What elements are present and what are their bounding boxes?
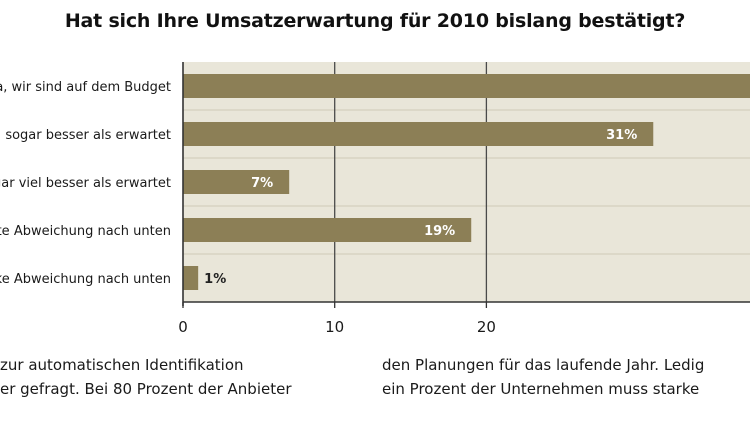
category-label: Nein, leichte Abweichung nach unten bbox=[0, 224, 171, 239]
article-column-left: zur automatischen Identifikation er gefr… bbox=[0, 353, 355, 401]
article-column-right: den Planungen für das laufende Jahr. Led… bbox=[382, 353, 750, 401]
category-label: Ja, wir sind auf dem Budget bbox=[0, 80, 171, 95]
bar bbox=[183, 218, 472, 242]
bar-chart: Ja, wir sind auf dem Budget42%Ja, sogar … bbox=[0, 62, 750, 336]
chart-title: Hat sich Ihre Umsatzerwartung für 2010 b… bbox=[64, 10, 686, 32]
data-label: 31% bbox=[606, 128, 637, 143]
bar bbox=[183, 266, 199, 290]
category-label: Ja, sogar besser als erwartet bbox=[0, 128, 171, 143]
article-line: er gefragt. Bei 80 Prozent der Anbieter bbox=[0, 380, 292, 398]
data-label: 19% bbox=[424, 224, 455, 239]
x-tick-label: 0 bbox=[178, 318, 188, 336]
data-label: 1% bbox=[204, 272, 226, 287]
article-line: den Planungen für das laufende Jahr. Led… bbox=[382, 356, 705, 374]
bar bbox=[183, 122, 654, 146]
article-line: zur automatischen Identifikation bbox=[0, 356, 244, 374]
x-tick-label: 10 bbox=[325, 318, 344, 336]
bar bbox=[183, 170, 290, 194]
bar bbox=[183, 74, 750, 98]
x-tick-label: 20 bbox=[477, 318, 496, 336]
data-label: 7% bbox=[251, 176, 273, 191]
category-label: Ja, sogar viel besser als erwartet bbox=[0, 176, 171, 191]
category-label: Nein, starke Abweichung nach unten bbox=[0, 272, 171, 287]
article-line: ein Prozent der Unternehmen muss starke bbox=[382, 380, 700, 398]
